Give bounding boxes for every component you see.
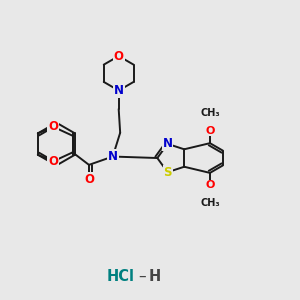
Text: O: O xyxy=(205,180,214,190)
Text: CH₃: CH₃ xyxy=(200,198,220,208)
Text: O: O xyxy=(205,126,214,136)
Text: O: O xyxy=(48,120,58,133)
Text: CH₃: CH₃ xyxy=(200,108,220,118)
Text: O: O xyxy=(84,173,94,186)
Text: N: N xyxy=(108,150,118,163)
Text: N: N xyxy=(163,137,172,150)
Text: N: N xyxy=(114,83,124,96)
Text: O: O xyxy=(114,50,124,62)
Text: O: O xyxy=(48,155,58,168)
Text: –: – xyxy=(138,269,146,284)
Text: H: H xyxy=(148,269,160,284)
Text: N: N xyxy=(114,84,124,97)
Text: S: S xyxy=(163,166,172,179)
Text: HCl: HCl xyxy=(106,269,134,284)
